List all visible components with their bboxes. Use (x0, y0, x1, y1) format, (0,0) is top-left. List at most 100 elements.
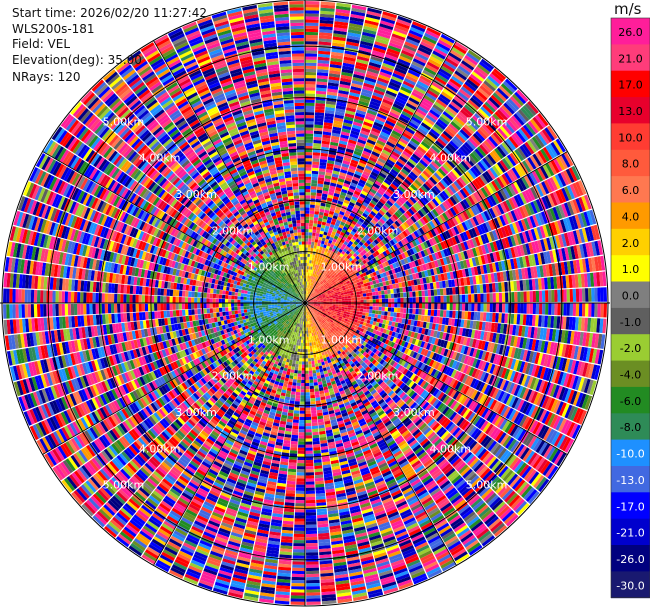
velocity-gate (365, 312, 369, 317)
velocity-gate (410, 137, 421, 146)
velocity-gate (345, 250, 351, 255)
velocity-gate (402, 80, 415, 89)
velocity-gate (385, 220, 392, 227)
velocity-gate (326, 166, 334, 171)
velocity-gate (352, 206, 359, 213)
velocity-gate (383, 146, 393, 154)
velocity-gate (328, 264, 332, 268)
velocity-gate (363, 25, 378, 32)
velocity-gate (355, 201, 362, 207)
velocity-gate (374, 86, 386, 93)
velocity-gate (309, 288, 312, 292)
velocity-gate (305, 287, 307, 291)
velocity-gate (366, 70, 379, 77)
velocity-gate (306, 294, 308, 298)
velocity-gate (313, 248, 317, 252)
velocity-gate (451, 154, 461, 165)
velocity-gate (305, 167, 312, 171)
velocity-gate (317, 66, 329, 70)
velocity-gate (335, 266, 340, 271)
velocity-gate (387, 307, 392, 312)
velocity-gate (305, 25, 319, 30)
velocity-gate (305, 247, 308, 251)
velocity-gate (311, 183, 318, 187)
velocity-gate (366, 215, 373, 222)
velocity-gate (315, 99, 326, 104)
velocity-gate (332, 267, 336, 271)
velocity-gate (331, 176, 338, 181)
velocity-gate (323, 264, 327, 269)
velocity-gate (317, 272, 321, 276)
velocity-gate (341, 188, 348, 194)
velocity-gate (326, 245, 330, 250)
velocity-gate (316, 230, 321, 234)
velocity-gate (341, 163, 350, 168)
velocity-gate (369, 58, 383, 66)
velocity-gate (324, 113, 335, 118)
velocity-gate (563, 303, 567, 316)
velocity-gate (326, 94, 337, 99)
velocity-gate (319, 159, 328, 163)
velocity-gate (491, 70, 505, 83)
velocity-gate (415, 297, 419, 303)
velocity-gate (334, 114, 344, 119)
velocity-gate (328, 188, 335, 193)
velocity-gate (379, 23, 394, 31)
velocity-gate (327, 249, 332, 254)
velocity-gate (381, 14, 397, 22)
velocity-gate (378, 310, 382, 315)
velocity-gate (319, 211, 324, 216)
velocity-gate (305, 28, 319, 33)
velocity-gate (310, 279, 313, 283)
velocity-gate (363, 306, 367, 310)
velocity-gate (318, 217, 323, 222)
velocity-gate (365, 292, 370, 297)
velocity-gate (343, 56, 356, 62)
velocity-gate (329, 298, 333, 301)
velocity-gate (471, 71, 485, 82)
velocity-gate (306, 293, 307, 297)
velocity-gate (319, 208, 325, 213)
velocity-gate (346, 41, 359, 47)
velocity-gate (305, 142, 313, 146)
velocity-gate (318, 287, 321, 291)
velocity-gate (396, 18, 411, 27)
velocity-gate (365, 165, 373, 171)
velocity-gate (320, 152, 328, 157)
velocity-gate (318, 269, 322, 273)
velocity-gate (331, 51, 344, 57)
velocity-gate (333, 272, 337, 277)
velocity-gate (305, 161, 312, 165)
velocity-gate (463, 124, 475, 135)
velocity-gate (381, 216, 388, 222)
velocity-gate (379, 218, 386, 225)
velocity-gate (429, 84, 442, 94)
velocity-gate (409, 140, 419, 148)
velocity-gate (330, 179, 338, 184)
velocity-gate (318, 168, 326, 172)
velocity-gate (350, 295, 354, 298)
velocity-gate (364, 118, 374, 125)
velocity-gate (523, 303, 527, 314)
velocity-gate (458, 111, 470, 122)
velocity-gate (350, 182, 358, 188)
velocity-gate (328, 73, 341, 78)
velocity-gate (436, 288, 441, 296)
velocity-gate (355, 64, 367, 71)
velocity-gate (434, 101, 446, 111)
velocity-gate (403, 178, 412, 186)
velocity-gate (446, 295, 450, 303)
velocity-gate (359, 193, 367, 199)
velocity-gate (348, 23, 363, 29)
velocity-gate (331, 241, 336, 246)
velocity-gate (332, 299, 336, 302)
velocity-gate (427, 289, 432, 296)
velocity-gate (321, 224, 326, 229)
velocity-gate (354, 305, 358, 309)
velocity-gate (397, 158, 406, 166)
velocity-gate (427, 178, 435, 187)
velocity-gate (371, 94, 383, 102)
velocity-gate (407, 198, 415, 206)
velocity-gate (332, 195, 339, 201)
velocity-gate (336, 229, 342, 235)
